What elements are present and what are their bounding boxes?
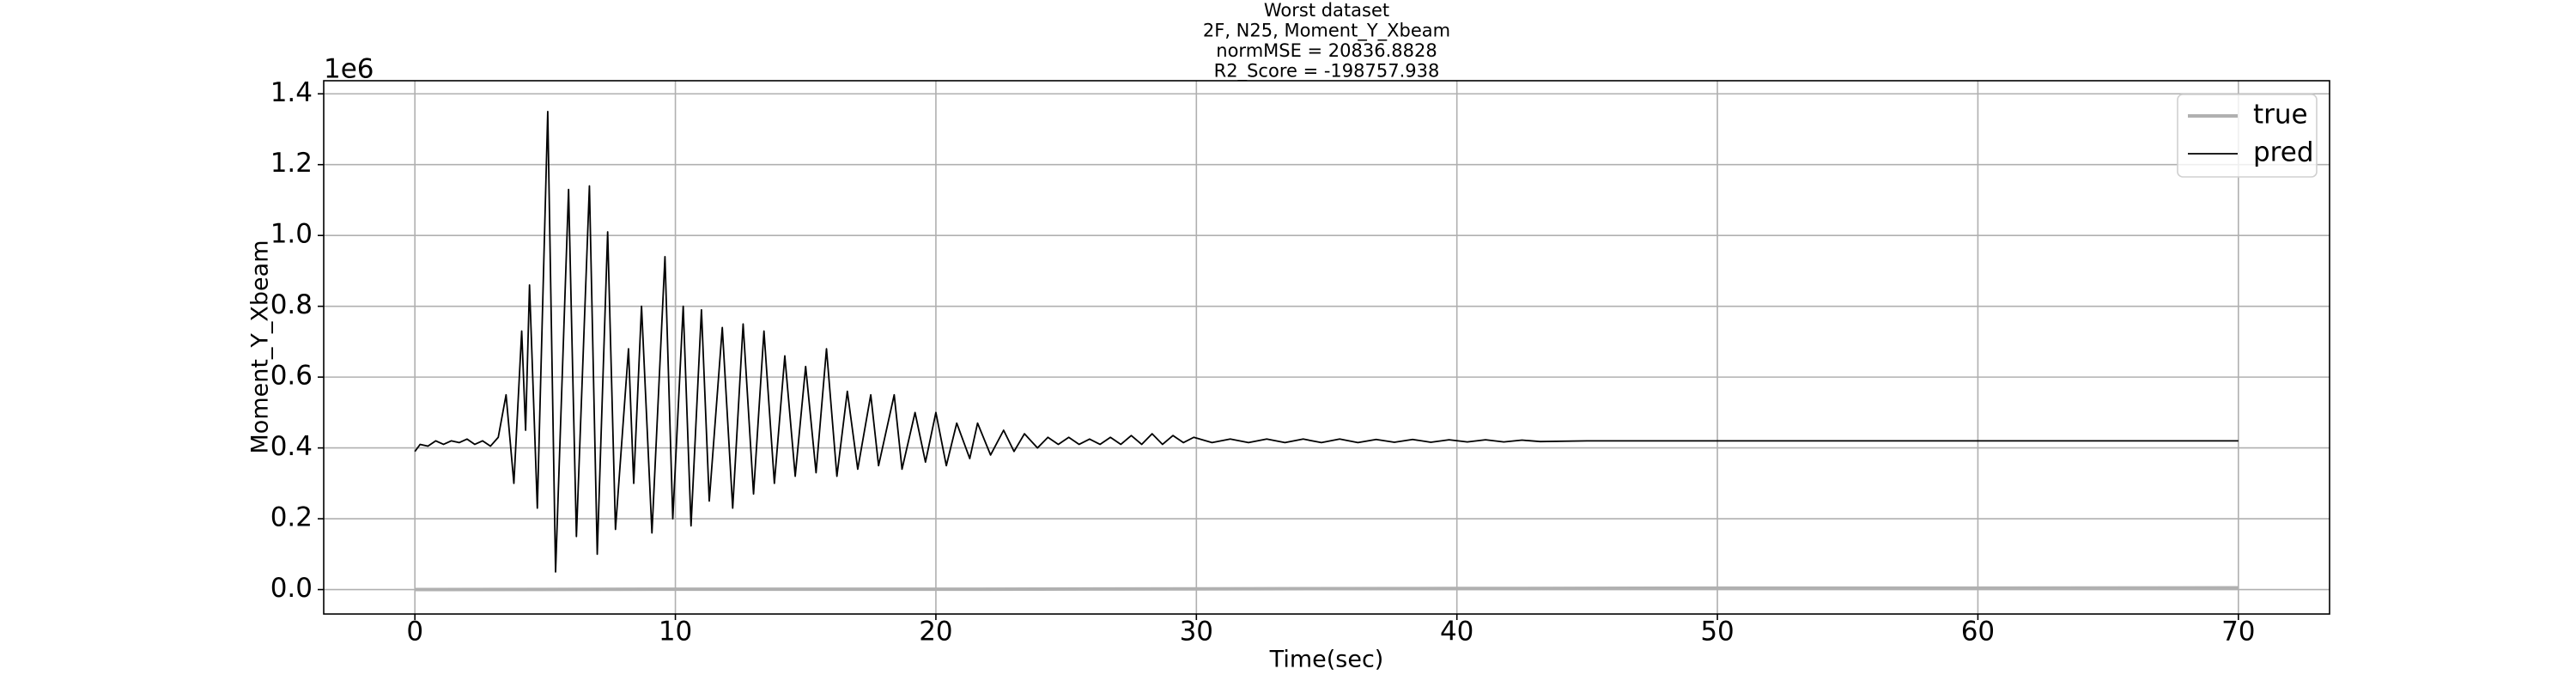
x-tick-label: 50 [1700,617,1734,647]
y-tick-label: 0.8 [270,289,313,320]
chart-title: normMSE = 20836.8828 [1216,40,1437,61]
chart-title: Worst dataset [1264,0,1389,21]
chart-title: 2F, N25, Moment_Y_Xbeam [1203,21,1450,42]
x-tick-label: 20 [919,617,952,647]
y-tick-label: 0.6 [270,361,313,392]
x-tick-label: 10 [659,617,692,647]
y-tick-label: 1.0 [270,219,313,250]
x-tick-label: 60 [1961,617,1995,647]
x-axis-label: Time(sec) [1269,647,1384,673]
y-tick-label: 0.2 [270,502,313,533]
y-offset-label: 1e6 [324,54,374,85]
y-tick-label: 0.0 [270,573,313,604]
x-tick-label: 0 [406,617,423,647]
x-tick-label: 40 [1440,617,1473,647]
y-axis-label: Moment_Y_Xbeam [247,240,274,453]
x-tick-label: 30 [1180,617,1213,647]
x-tick-label: 70 [2221,617,2255,647]
plot-frame [323,80,2330,615]
series-line [415,586,2239,592]
y-tick-label: 1.4 [270,77,313,108]
y-tick-label: 1.2 [270,148,313,179]
y-tick-label: 0.4 [270,431,313,462]
chart-title: R2_Score = -198757.938 [1214,61,1440,82]
series-line [414,110,2239,573]
legend-label: pred [2253,137,2314,168]
legend-label: true [2253,100,2308,131]
